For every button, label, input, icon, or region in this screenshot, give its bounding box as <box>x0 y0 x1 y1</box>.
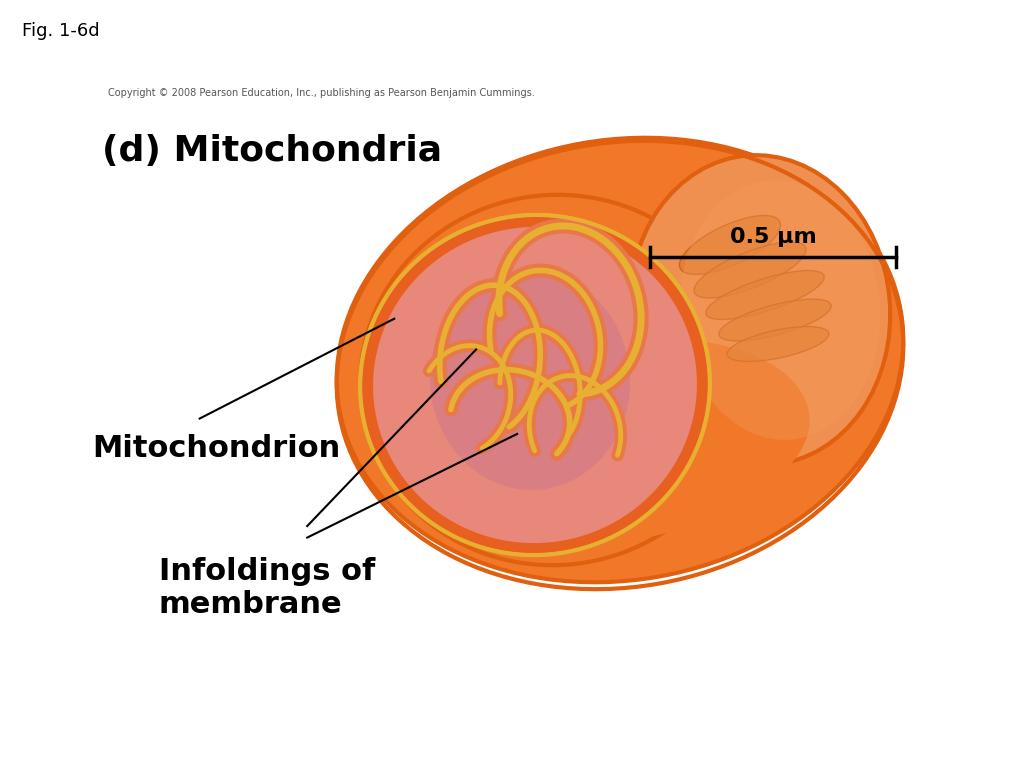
Ellipse shape <box>719 300 831 341</box>
Text: Infoldings of
membrane: Infoldings of membrane <box>159 557 375 620</box>
Ellipse shape <box>337 137 903 582</box>
Text: (d) Mitochondria: (d) Mitochondria <box>102 134 442 168</box>
Ellipse shape <box>680 216 780 274</box>
Ellipse shape <box>360 215 710 555</box>
Ellipse shape <box>490 339 810 521</box>
Text: 0.5 µm: 0.5 µm <box>730 227 816 247</box>
Text: Fig. 1-6d: Fig. 1-6d <box>22 22 99 40</box>
Ellipse shape <box>421 379 739 541</box>
Ellipse shape <box>360 195 750 565</box>
Ellipse shape <box>727 326 829 362</box>
Ellipse shape <box>430 270 630 490</box>
Text: Mitochondrion: Mitochondrion <box>92 434 340 463</box>
Ellipse shape <box>694 242 806 298</box>
Ellipse shape <box>706 270 824 319</box>
Ellipse shape <box>373 227 697 543</box>
Ellipse shape <box>680 180 881 440</box>
Ellipse shape <box>630 155 890 465</box>
Text: Copyright © 2008 Pearson Education, Inc., publishing as Pearson Benjamin Cumming: Copyright © 2008 Pearson Education, Inc.… <box>108 88 535 98</box>
